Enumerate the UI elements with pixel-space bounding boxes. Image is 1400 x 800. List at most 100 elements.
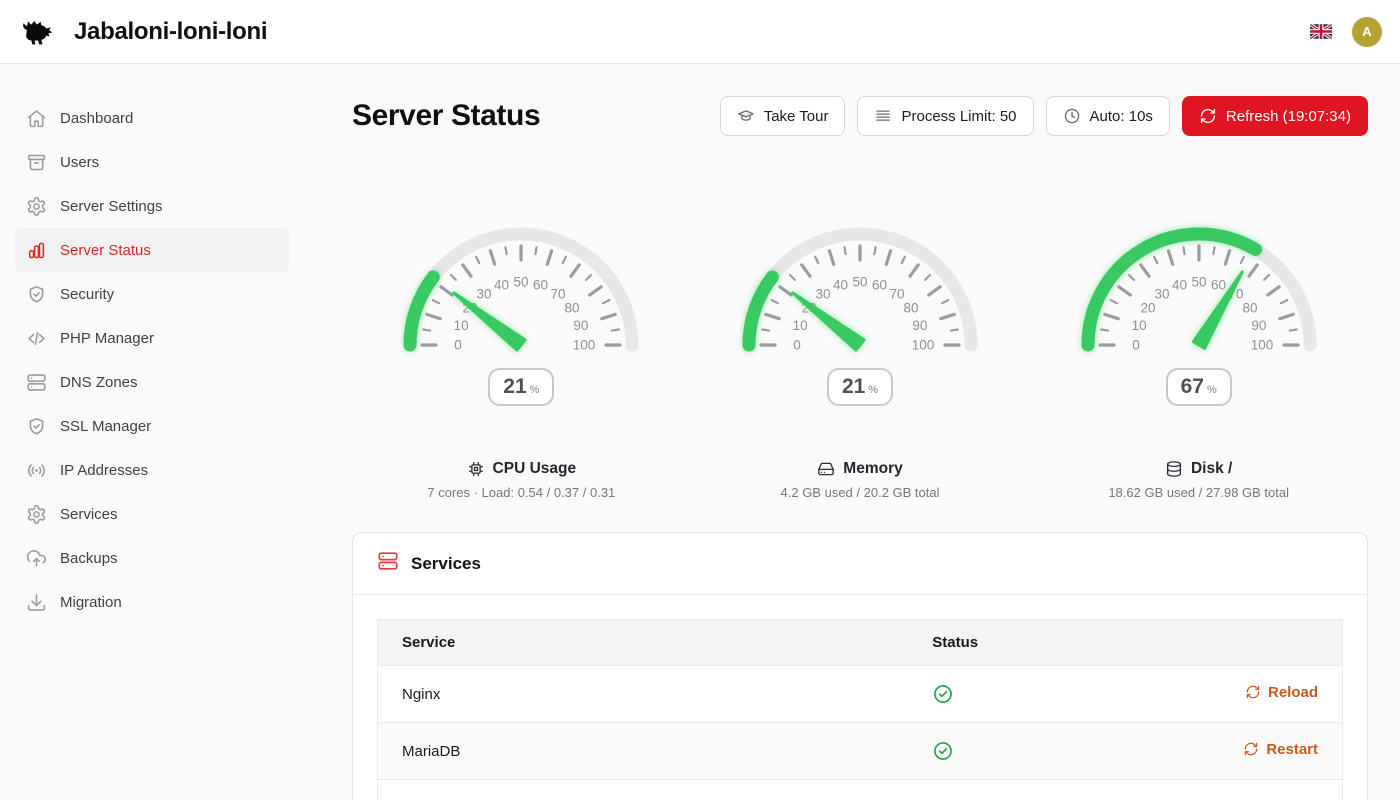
svg-text:50: 50 bbox=[514, 275, 529, 290]
gauge-value-box: 21 % bbox=[826, 368, 894, 406]
gauge-unit: % bbox=[529, 384, 540, 396]
svg-text:50: 50 bbox=[852, 275, 867, 290]
svg-text:80: 80 bbox=[903, 301, 918, 316]
clock-icon bbox=[1064, 108, 1079, 124]
svg-text:100: 100 bbox=[1250, 338, 1273, 353]
svg-text:90: 90 bbox=[912, 318, 927, 333]
sidebar-item-dashboard[interactable]: Dashboard bbox=[15, 96, 289, 140]
table-row-partial bbox=[377, 779, 1343, 800]
brand: Jabaloni-loni-loni bbox=[18, 15, 268, 49]
language-flag-icon[interactable] bbox=[1310, 24, 1332, 39]
database-icon bbox=[1166, 461, 1182, 477]
sidebar-item-label: Backups bbox=[60, 549, 118, 567]
sidebar-item-backups[interactable]: Backups bbox=[15, 536, 289, 580]
svg-text:10: 10 bbox=[1131, 318, 1146, 333]
services-card: Services Service Status Nginx Reload Mar… bbox=[352, 532, 1368, 800]
gauge-value: 21 bbox=[503, 375, 527, 398]
status-column-header: Status bbox=[908, 619, 1150, 666]
gauge-value-box: 67 % bbox=[1165, 368, 1232, 406]
sidebar-item-label: IP Addresses bbox=[60, 461, 149, 479]
svg-text:60: 60 bbox=[1211, 278, 1226, 293]
svg-text:90: 90 bbox=[574, 318, 589, 333]
brand-title: Jabaloni-loni-loni bbox=[74, 17, 268, 45]
svg-text:70: 70 bbox=[889, 287, 904, 302]
settings-icon bbox=[27, 196, 46, 216]
gauge-subtitle: 7 cores · Load: 0.54 / 0.37 / 0.31 bbox=[427, 485, 616, 500]
service-name: Nginx bbox=[377, 665, 909, 723]
svg-text:100: 100 bbox=[573, 338, 596, 353]
svg-text:10: 10 bbox=[454, 318, 469, 333]
server-icon bbox=[378, 552, 398, 570]
server-icon bbox=[27, 373, 46, 391]
refresh-button[interactable]: Refresh (19:07:34) bbox=[1181, 96, 1368, 136]
table-row: Nginx Reload bbox=[377, 665, 1343, 723]
radio-icon bbox=[28, 463, 45, 477]
sidebar-item-label: SSL Manager bbox=[60, 417, 152, 435]
sidebar-item-server-status[interactable]: Server Status bbox=[15, 228, 289, 272]
status-cell bbox=[908, 665, 1150, 723]
shield-check-icon bbox=[29, 417, 44, 435]
user-avatar[interactable]: A bbox=[1352, 16, 1382, 47]
sidebar-item-security[interactable]: Security bbox=[15, 272, 289, 316]
svg-text:60: 60 bbox=[533, 278, 548, 293]
hard-drive-icon bbox=[818, 462, 835, 476]
auto-refresh-button[interactable]: Auto: 10s bbox=[1045, 96, 1170, 136]
service-name: MariaDB bbox=[377, 722, 909, 780]
status-cell bbox=[908, 722, 1150, 780]
gauge-value-box: 21 % bbox=[488, 368, 555, 406]
sidebar-item-dns-zones[interactable]: DNS Zones bbox=[15, 360, 289, 404]
server-icon bbox=[377, 550, 399, 577]
gauge-subtitle: 18.62 GB used / 27.98 GB total bbox=[1108, 485, 1290, 500]
boar-logo-icon bbox=[23, 20, 53, 44]
sidebar-item-ssl-manager[interactable]: SSL Manager bbox=[15, 404, 289, 448]
graduation-cap-icon bbox=[737, 110, 754, 121]
services-card-title: Services bbox=[411, 553, 481, 573]
gauge-title: Disk / bbox=[1108, 460, 1289, 478]
sidebar-item-label: PHP Manager bbox=[60, 329, 154, 347]
sidebar-item-services[interactable]: Services bbox=[15, 492, 289, 536]
service-column-header: Service bbox=[377, 619, 909, 666]
svg-text:50: 50 bbox=[1191, 275, 1206, 290]
button-label: Process Limit: 50 bbox=[901, 107, 1017, 125]
gauge-subtitle: 4.2 GB used / 20.2 GB total bbox=[780, 485, 940, 500]
toolbar: Take Tour Process Limit: 50 Auto: 10s Refre… bbox=[719, 96, 1368, 136]
sidebar-item-php-manager[interactable]: PHP Manager bbox=[15, 316, 289, 360]
sidebar-item-label: Security bbox=[60, 285, 115, 303]
gauge-unit: % bbox=[1206, 384, 1217, 396]
cpu-icon bbox=[468, 461, 483, 477]
svg-text:90: 90 bbox=[1251, 318, 1266, 333]
sidebar-item-label: Dashboard bbox=[60, 109, 134, 127]
gauge-disk: 0 10 20 30 40 50 60 70 80 90 100 67 % Disk / 18.62… bbox=[1029, 218, 1368, 500]
restart-service-link[interactable]: Restart bbox=[1243, 741, 1318, 758]
archive-icon bbox=[27, 154, 46, 170]
process-limit-button[interactable]: Process Limit: 50 bbox=[857, 96, 1034, 136]
sidebar-item-migration[interactable]: Migration bbox=[15, 580, 289, 624]
sidebar-item-label: Users bbox=[60, 153, 100, 171]
actions-column-header bbox=[1149, 619, 1343, 666]
svg-text:40: 40 bbox=[833, 278, 848, 293]
bar-chart-icon bbox=[28, 242, 45, 258]
refresh-icon bbox=[1245, 742, 1258, 756]
action-cell: Restart bbox=[1149, 722, 1343, 780]
sidebar-item-label: Migration bbox=[60, 593, 122, 611]
svg-text:60: 60 bbox=[872, 278, 887, 293]
svg-text:20: 20 bbox=[1140, 301, 1155, 316]
gauge-title: Memory bbox=[781, 460, 940, 478]
sidebar-item-users[interactable]: Users bbox=[15, 140, 289, 184]
take-tour-button[interactable]: Take Tour bbox=[719, 96, 846, 136]
reload-service-link[interactable]: Reload bbox=[1245, 684, 1318, 701]
check-circle-icon bbox=[934, 742, 953, 760]
sidebar-item-server-settings[interactable]: Server Settings bbox=[15, 184, 289, 228]
button-label: Take Tour bbox=[763, 107, 829, 125]
refresh-icon bbox=[1246, 685, 1260, 699]
svg-text:100: 100 bbox=[912, 338, 935, 353]
gauge-title: CPU Usage bbox=[427, 460, 615, 478]
page-title: Server Status bbox=[352, 99, 541, 132]
sidebar-item-ip-addresses[interactable]: IP Addresses bbox=[15, 448, 289, 492]
